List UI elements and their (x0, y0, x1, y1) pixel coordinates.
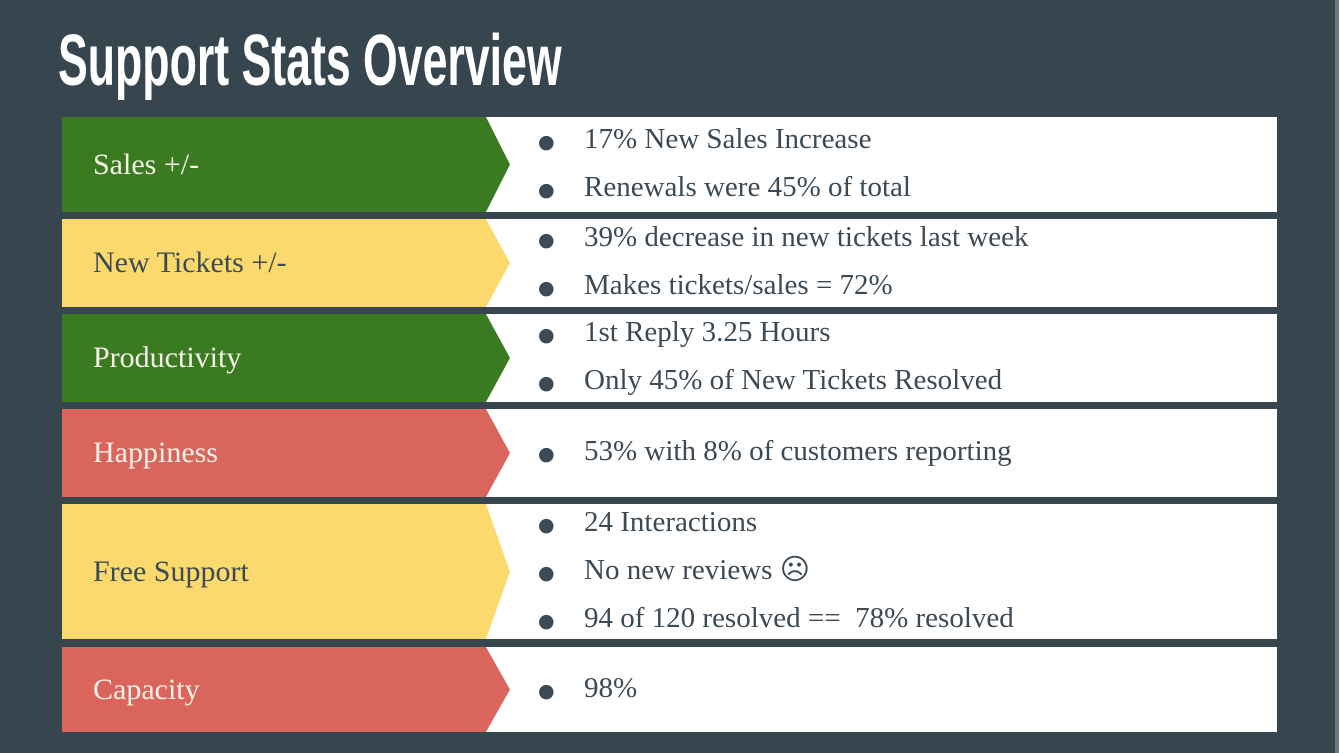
category-arrow-label: New Tickets +/- (62, 219, 510, 307)
category-label-text: Free Support (93, 554, 249, 588)
stat-row: ● 1st Reply 3.25 Hours ● Only 45% of New Ti… (62, 314, 1277, 402)
category-label-text: Capacity (93, 672, 200, 706)
category-label-text: Happiness (93, 436, 218, 469)
bullet-text: 94 of 120 resolved == 78% resolved (584, 601, 1014, 634)
row-content-panel: ● 53% with 8% of customers reporting (486, 409, 1277, 497)
bullet-icon: ● (538, 443, 555, 465)
slide-title: Support Stats Overview (58, 21, 562, 101)
stat-row: ● 24 Interactions ● No new reviews ☹ ● 94 of … (62, 504, 1277, 639)
bullet-item: ● 53% with 8% of customers reporting (486, 429, 1277, 477)
bullet-item: ● 98% (486, 666, 1277, 714)
bullet-item: ● 17% New Sales Increase (486, 117, 1277, 165)
bullet-list: ● 24 Interactions ● No new reviews ☹ ● 94 of … (486, 500, 1277, 644)
bullet-text: 1st Reply 3.25 Hours (584, 316, 831, 348)
bullet-item: ● Only 45% of New Tickets Resolved (486, 358, 1277, 406)
bullet-item: ● 1st Reply 3.25 Hours (486, 310, 1277, 358)
bullet-item: ● 94 of 120 resolved == 78% resolved (486, 596, 1277, 644)
category-arrow-label: Free Support (62, 504, 510, 639)
row-content-panel: ● 17% New Sales Increase ● Renewals were 45… (486, 117, 1277, 212)
bullet-list: ● 53% with 8% of customers reporting (486, 429, 1277, 477)
bullet-icon: ● (538, 130, 555, 153)
bullet-text: Only 45% of New Tickets Resolved (584, 364, 1003, 396)
bullet-icon: ● (538, 609, 555, 632)
category-arrow-label: Productivity (62, 314, 510, 402)
bullet-list: ● 98% (486, 666, 1277, 714)
bullet-item: ● No new reviews ☹ (486, 548, 1277, 596)
bullet-text: No new reviews ☹ (584, 553, 810, 586)
stat-row: ● 39% decrease in new tickets last week ● M… (62, 219, 1277, 307)
bullet-text: 17% New Sales Increase (584, 122, 872, 155)
row-content-panel: ● 1st Reply 3.25 Hours ● Only 45% of New Ti… (486, 314, 1277, 402)
bullet-icon: ● (538, 229, 555, 251)
bullet-icon: ● (538, 679, 555, 702)
bullet-item: ● 24 Interactions (486, 500, 1277, 548)
category-arrow-label: Sales +/- (62, 117, 510, 212)
bullet-item: ● 39% decrease in new tickets last week (486, 215, 1277, 263)
bullet-icon: ● (538, 561, 555, 584)
bullet-text: 98% (584, 671, 638, 704)
category-label-text: New Tickets +/- (93, 246, 287, 279)
bullet-text: 53% with 8% of customers reporting (584, 435, 1012, 467)
category-arrow-label: Capacity (62, 647, 510, 732)
category-label-text: Productivity (93, 341, 242, 374)
category-arrow-label: Happiness (62, 409, 510, 497)
row-content-panel: ● 98% (486, 647, 1277, 732)
bullet-text: Makes tickets/sales = 72% (584, 269, 893, 301)
bullet-list: ● 1st Reply 3.25 Hours ● Only 45% of New Ti… (486, 310, 1277, 406)
bullet-text: Renewals were 45% of total (584, 170, 911, 203)
bullet-item: ● Makes tickets/sales = 72% (486, 263, 1277, 311)
stat-row: ● 53% with 8% of customers reporting Happ… (62, 409, 1277, 497)
stat-row: ● 98% Capacity (62, 647, 1277, 732)
slide-right-edge (1335, 0, 1339, 753)
bullet-list: ● 39% decrease in new tickets last week ● M… (486, 215, 1277, 311)
bullet-icon: ● (538, 372, 555, 394)
stat-row: ● 17% New Sales Increase ● Renewals were 45… (62, 117, 1277, 212)
row-content-panel: ● 39% decrease in new tickets last week ● M… (486, 219, 1277, 307)
stats-rows: ● 17% New Sales Increase ● Renewals were 45… (62, 117, 1277, 732)
bullet-text: 39% decrease in new tickets last week (584, 221, 1029, 253)
bullet-icon: ● (538, 324, 555, 346)
bullet-icon: ● (538, 513, 555, 536)
bullet-text: 24 Interactions (584, 505, 758, 538)
bullet-icon: ● (538, 178, 555, 201)
category-label-text: Sales +/- (93, 147, 200, 181)
row-content-panel: ● 24 Interactions ● No new reviews ☹ ● 94 of … (486, 504, 1277, 639)
bullet-item: ● Renewals were 45% of total (486, 165, 1277, 213)
bullet-list: ● 17% New Sales Increase ● Renewals were 45… (486, 117, 1277, 213)
bullet-icon: ● (538, 277, 555, 299)
